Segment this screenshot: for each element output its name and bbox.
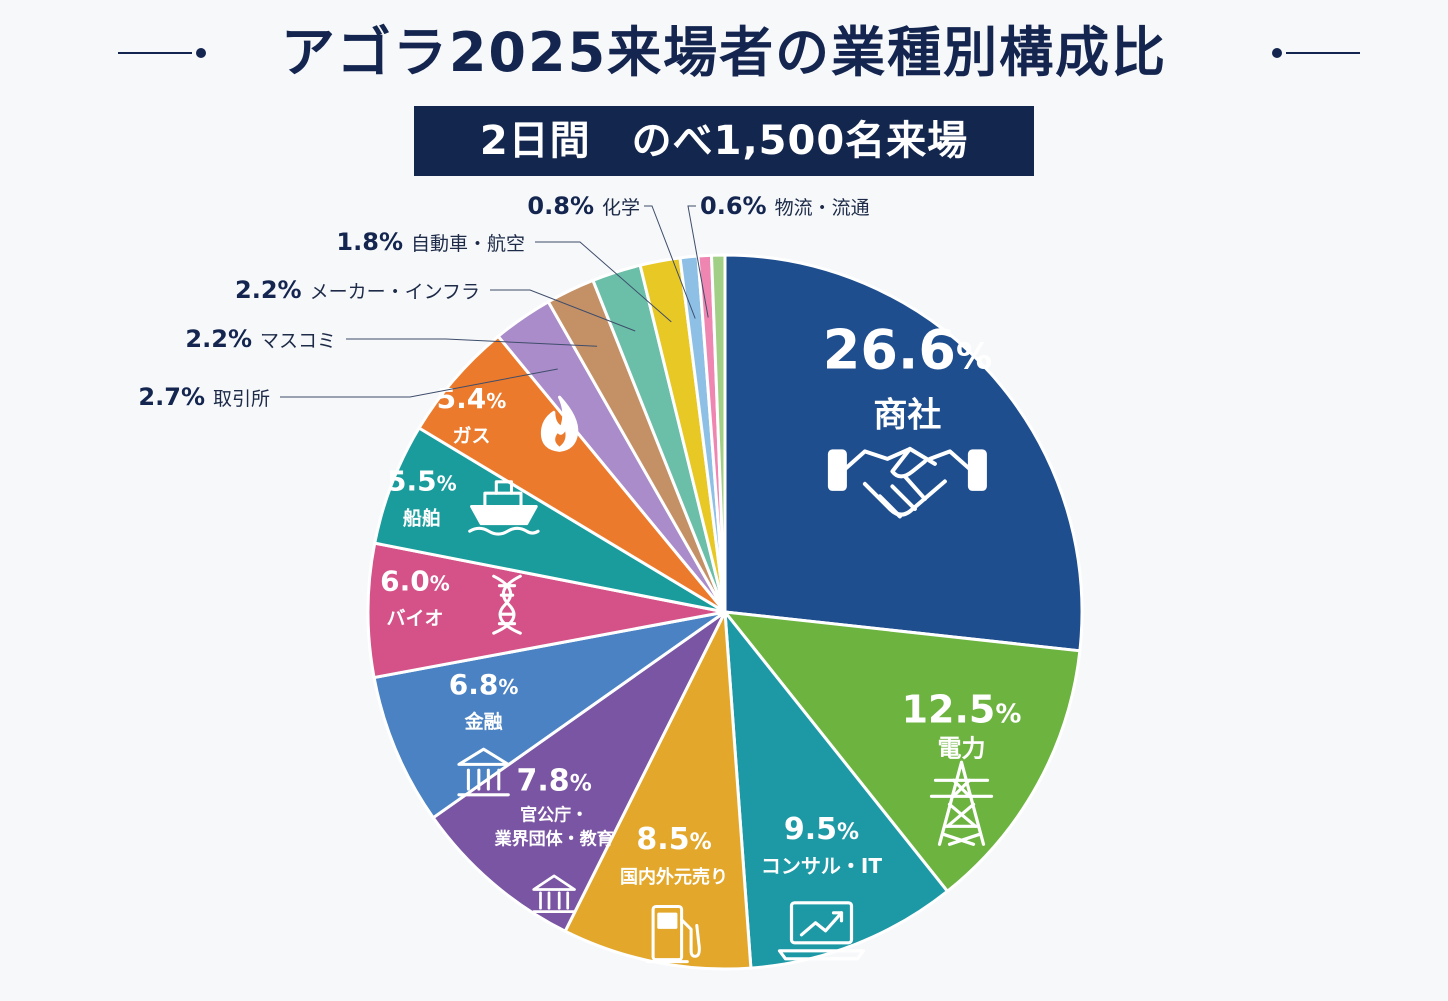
pie-icons (457, 395, 994, 964)
slice-value: 12.5% (902, 687, 1022, 731)
outside-label-text: 2.2% マスコミ (185, 325, 336, 353)
pie-slice (723, 610, 1082, 893)
pie-slice (366, 541, 727, 680)
pie-labels: 26.6% 商社 12.5% 電力 9.5% コンサル・IT 8.5% 国内外元売り 7.8% 官… (138, 192, 1021, 888)
slice-value: 26.6% (823, 318, 992, 381)
leader-line (644, 205, 696, 319)
laptop-chart-icon (777, 901, 866, 961)
pie-slices (366, 253, 1084, 971)
outside-label: 2.7% 取引所 (138, 368, 558, 411)
outside-label-text: 2.7% 取引所 (138, 383, 270, 411)
title-row: アゴラ2025来場者の業種別構成比 (0, 18, 1448, 88)
title-left-line (118, 52, 192, 54)
leader-line (346, 338, 598, 347)
ship-icon (468, 480, 540, 536)
leader-line (280, 368, 558, 398)
slice-label-line1: 官公庁・ (520, 805, 588, 826)
outside-label: 2.2% マスコミ (185, 325, 598, 353)
bank-icon (457, 747, 510, 797)
outside-label: 0.8% 化学 (527, 192, 696, 319)
title-right-dot (1272, 48, 1282, 58)
outside-label: 0.6% 物流・流通 (687, 192, 870, 318)
slice-value: 9.5% (784, 812, 859, 847)
chart-subtitle: 2日間 のべ1,500名来場 (414, 106, 1034, 176)
flame-icon (540, 395, 579, 452)
slice-value: 5.5% (387, 465, 457, 498)
leader-line (490, 289, 636, 332)
slice-label: 国内外元売り (620, 866, 728, 888)
slice-value: 7.8% (517, 764, 592, 799)
slice-label: バイオ (386, 608, 443, 630)
fuel-pump-icon (645, 904, 701, 964)
pie-slice (431, 610, 727, 933)
pie-slice (372, 610, 727, 820)
outside-label-text: 0.8% 化学 (527, 192, 640, 220)
power-tower-icon (929, 760, 994, 846)
slice-value: 8.5% (636, 822, 711, 857)
pie-slice (709, 253, 727, 614)
slice-label-line2: 業界団体・教育 (495, 829, 614, 850)
leader-line (535, 241, 672, 323)
outside-label: 1.8% 自動車・航空 (336, 228, 672, 323)
slice-label: 商社 (873, 395, 941, 435)
slice-label: 船舶 (403, 507, 441, 530)
pie-slice (723, 610, 949, 970)
slice-value: 6.8% (449, 668, 519, 701)
slice-label: 電力 (937, 734, 985, 762)
title-right-line (1286, 52, 1360, 54)
dna-icon (492, 574, 522, 635)
outside-label: 2.2% メーカー・インフラ (235, 276, 636, 332)
slice-label: 金融 (464, 710, 503, 733)
handshake-icon (827, 446, 987, 519)
slice-value: 6.0% (380, 565, 450, 598)
chart-title: アゴラ2025来場者の業種別構成比 (280, 21, 1168, 84)
slice-label: コンサル・IT (761, 854, 882, 878)
title-left-dot (196, 48, 206, 58)
outside-label-text: 0.6% 物流・流通 (700, 192, 870, 220)
leader-line (687, 205, 709, 318)
government-building-icon (532, 874, 576, 913)
slice-label: ガス (453, 425, 491, 447)
outside-label-text: 1.8% 自動車・航空 (336, 228, 525, 256)
outside-label-text: 2.2% メーカー・インフラ (235, 276, 480, 304)
